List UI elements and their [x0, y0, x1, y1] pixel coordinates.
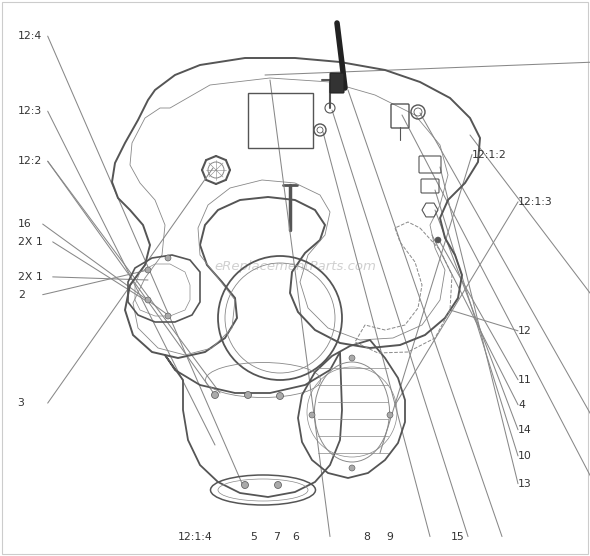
Circle shape [145, 267, 151, 273]
Text: 12:3: 12:3 [18, 106, 42, 116]
Text: 16: 16 [18, 219, 31, 229]
Text: 12:4: 12:4 [18, 31, 42, 41]
Circle shape [165, 255, 171, 261]
Text: 2X 1: 2X 1 [18, 272, 42, 282]
Text: 8: 8 [363, 532, 371, 542]
Circle shape [145, 297, 151, 303]
Circle shape [435, 237, 441, 243]
Circle shape [387, 412, 393, 418]
Circle shape [244, 391, 251, 399]
Circle shape [165, 313, 171, 319]
Text: 12:1:2: 12:1:2 [472, 150, 507, 160]
Text: 4: 4 [518, 400, 525, 410]
Text: 6: 6 [293, 532, 300, 542]
Text: 12:1:4: 12:1:4 [178, 532, 212, 542]
Circle shape [277, 393, 284, 400]
Circle shape [309, 412, 315, 418]
Text: 14: 14 [518, 425, 532, 435]
Text: 10: 10 [518, 451, 532, 461]
Text: 3: 3 [18, 398, 25, 408]
Text: 2X 1: 2X 1 [18, 237, 42, 247]
Circle shape [349, 465, 355, 471]
FancyBboxPatch shape [330, 73, 344, 93]
Text: 5: 5 [250, 532, 257, 542]
Text: 9: 9 [386, 532, 393, 542]
Circle shape [241, 481, 248, 489]
Text: 15: 15 [450, 532, 464, 542]
Text: eReplacementParts.com: eReplacementParts.com [214, 260, 376, 274]
Text: 13: 13 [518, 479, 532, 489]
Circle shape [274, 481, 281, 489]
Text: 12:1:3: 12:1:3 [518, 197, 553, 207]
Text: 12:2: 12:2 [18, 156, 42, 166]
Text: 7: 7 [273, 532, 280, 542]
Circle shape [349, 355, 355, 361]
Text: 2: 2 [18, 290, 25, 300]
Text: 11: 11 [518, 375, 532, 385]
Circle shape [211, 391, 218, 399]
Text: 12: 12 [518, 326, 532, 336]
